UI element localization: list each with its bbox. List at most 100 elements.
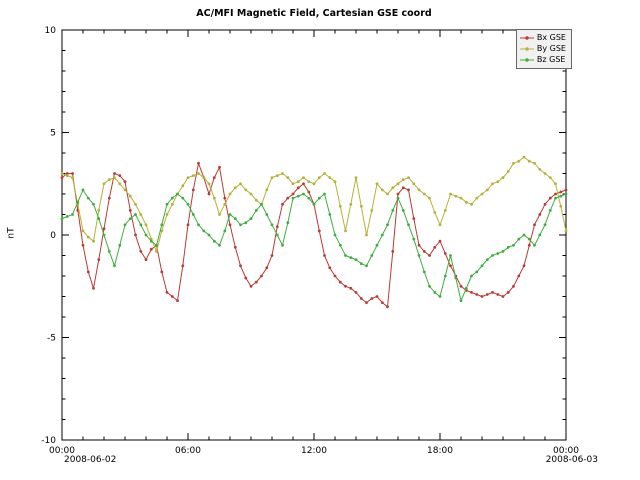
series-marker-bz-gse <box>239 223 242 227</box>
series-marker-bx-gse <box>496 293 500 296</box>
series-marker-by-gse <box>370 209 374 212</box>
series-marker-by-gse <box>102 182 106 186</box>
series-marker-bz-gse <box>543 223 547 227</box>
series-marker-bx-gse <box>349 286 353 290</box>
series-marker-bz-gse <box>296 194 300 198</box>
series-marker-by-gse <box>344 229 347 233</box>
series-marker-bx-gse <box>144 258 148 261</box>
series-marker-bz-gse <box>102 233 106 237</box>
series-marker-bz-gse <box>123 223 127 227</box>
series-marker-by-gse <box>512 161 515 165</box>
series-marker-bz-gse <box>71 213 74 216</box>
series-marker-bz-gse <box>202 229 206 233</box>
series-marker-bz-gse <box>212 239 216 243</box>
series-marker-bx-gse <box>218 165 221 169</box>
series-marker-bz-gse <box>391 209 395 212</box>
series-marker-by-gse <box>92 239 95 243</box>
series-marker-bx-gse <box>113 172 116 175</box>
series-marker-bx-gse <box>275 225 279 229</box>
series-marker-bz-gse <box>118 243 122 247</box>
series-marker-bx-gse <box>270 254 274 257</box>
series-marker-bx-gse <box>443 252 447 255</box>
series-marker-bx-gse <box>344 284 347 288</box>
series-marker-bx-gse <box>396 192 400 196</box>
series-marker-bx-gse <box>97 258 101 261</box>
series-marker-by-gse <box>81 229 85 233</box>
series-marker-by-gse <box>186 176 190 180</box>
series-marker-by-gse <box>417 188 421 192</box>
series-marker-bz-gse <box>302 192 305 196</box>
series-marker-bz-gse <box>307 196 311 200</box>
series-marker-by-gse <box>396 182 400 186</box>
series-marker-by-gse <box>160 229 164 233</box>
series-marker-bx-gse <box>212 176 216 180</box>
y-axis-ticks: -10 -5 0 5 10 <box>41 26 566 446</box>
series-marker-bx-gse <box>554 192 557 196</box>
series-marker-bx-gse <box>401 186 405 190</box>
series-marker-by-gse <box>291 182 295 186</box>
series-marker-bx-gse <box>323 254 326 257</box>
x-axis-end-date: 2008-06-03 <box>545 455 598 465</box>
series-marker-by-gse <box>296 180 300 184</box>
series-marker-by-gse <box>123 188 127 192</box>
series-marker-by-gse <box>459 196 463 200</box>
series-marker-bx-gse <box>506 291 510 294</box>
series-marker-by-gse <box>134 202 137 206</box>
series-marker-bx-gse <box>118 174 122 178</box>
series-marker-bz-gse <box>365 264 368 268</box>
legend-marker-icon <box>519 35 534 40</box>
x-axis-ticks: 00:00 06:00 12:00 18:00 00:00 <box>49 30 579 456</box>
series-marker-bz-gse <box>281 243 284 247</box>
series-marker-by-gse <box>433 211 437 214</box>
series-marker-by-gse <box>270 176 274 180</box>
series-marker-bx-gse <box>459 284 463 288</box>
series-marker-by-gse <box>496 180 500 184</box>
series-marker-bx-gse <box>512 284 515 288</box>
series-marker-bz-gse <box>464 286 468 290</box>
series-marker-bx-gse <box>375 295 379 298</box>
series-marker-bz-gse <box>485 258 489 261</box>
series-marker-bx-gse <box>239 264 242 268</box>
series-marker-bz-gse <box>286 221 290 225</box>
series-marker-bx-gse <box>191 188 195 192</box>
series-marker-by-gse <box>365 233 368 237</box>
series-marker-bx-gse <box>417 243 421 247</box>
series-marker-bz-gse <box>344 254 347 257</box>
series-marker-by-gse <box>249 192 253 196</box>
series-marker-bz-gse <box>81 188 85 192</box>
series-marker-bz-gse <box>134 213 137 216</box>
series-marker-by-gse <box>233 186 237 190</box>
series-marker-bz-gse <box>323 192 326 196</box>
series-marker-bx-gse <box>522 264 526 268</box>
series-marker-bz-gse <box>527 237 531 241</box>
series-marker-by-gse <box>60 172 64 175</box>
series-marker-bz-gse <box>165 202 169 206</box>
series-marker-bx-gse <box>365 301 368 304</box>
series-marker-bz-gse <box>501 250 505 253</box>
series-marker-by-gse <box>281 172 284 175</box>
series-marker-by-gse <box>438 223 442 227</box>
series-marker-bx-gse <box>433 245 437 249</box>
series-marker-by-gse <box>244 188 248 192</box>
series-marker-bx-gse <box>233 245 237 249</box>
series-marker-bz-gse <box>412 237 416 241</box>
series-marker-bz-gse <box>548 209 552 212</box>
series-marker-bz-gse <box>139 223 143 227</box>
series-marker-by-gse <box>485 188 489 192</box>
series-marker-bz-gse <box>333 233 337 237</box>
series-marker-bz-gse <box>107 250 111 253</box>
x-tick-label: 18:00 <box>427 446 453 456</box>
series-marker-bz-gse <box>270 223 274 227</box>
series-marker-by-gse <box>197 172 200 175</box>
series-marker-bx-gse <box>186 223 190 227</box>
series-marker-by-gse <box>118 182 122 186</box>
x-tick-label: 00:00 <box>49 446 75 456</box>
series-marker-by-gse <box>354 176 358 180</box>
series-marker-by-gse <box>223 202 227 206</box>
series-marker-by-gse <box>207 182 211 186</box>
series-marker-bx-gse <box>449 264 452 268</box>
series-marker-by-gse <box>139 213 143 216</box>
x-tick-label: 00:00 <box>553 446 579 456</box>
